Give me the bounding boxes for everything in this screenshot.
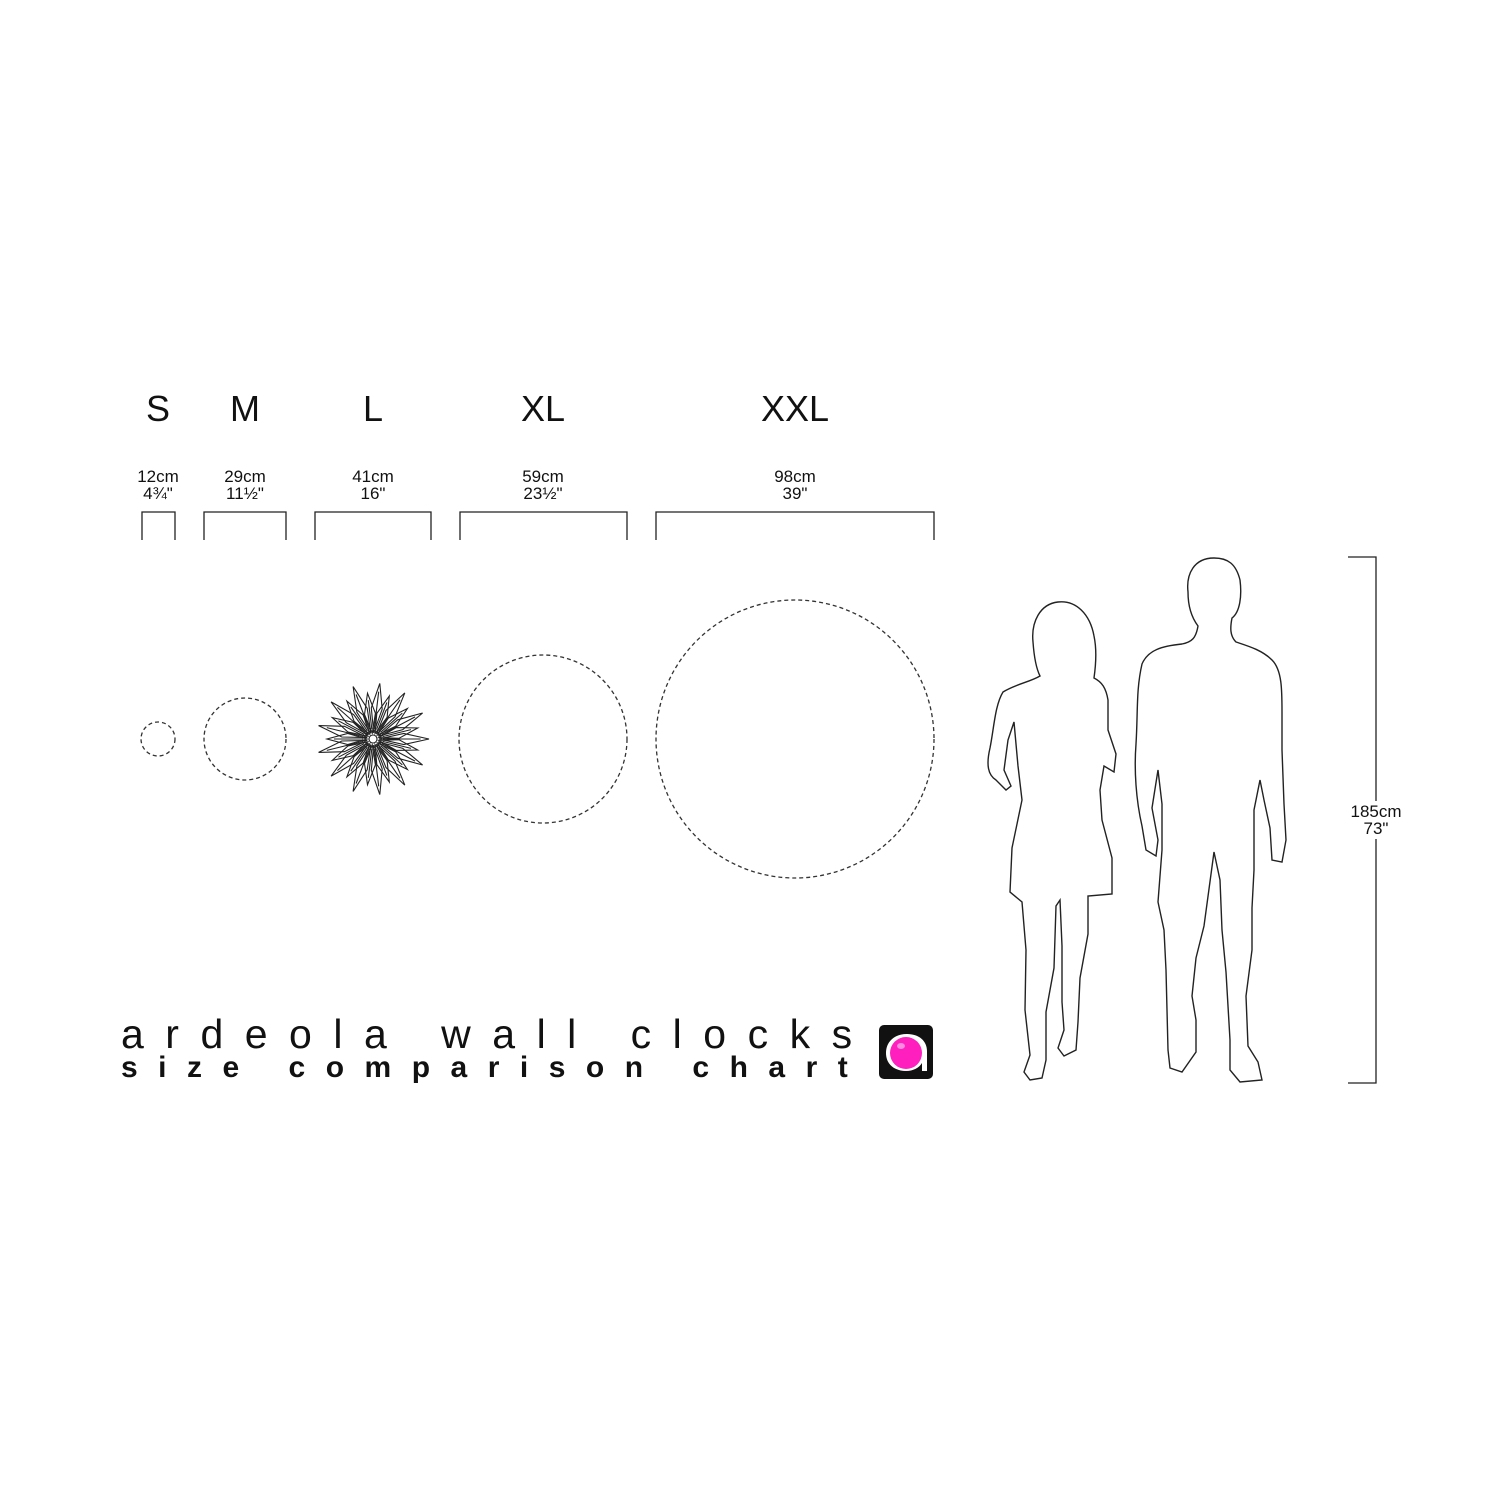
size-label-m: M (230, 388, 260, 429)
size-label-xl: XL (520, 388, 566, 429)
dimension-cm: 98cm (774, 467, 816, 486)
dimension-cm: 41cm (352, 467, 394, 486)
sunburst-petal (375, 692, 406, 735)
dimension-m: 29cm 11½" (224, 468, 266, 502)
sunburst-petal (352, 744, 372, 792)
sunburst-petal (370, 683, 383, 734)
sunburst-vein (350, 706, 368, 732)
clock-outline-m (203, 697, 287, 781)
height-cm: 185cm (1350, 802, 1402, 821)
sunburst-vein (381, 743, 416, 762)
dimension-s: 12cm 4¾" (137, 468, 179, 502)
sunburst-petal (345, 699, 371, 736)
sunburst-vein (338, 720, 365, 735)
size-label-xxl: XXL (760, 388, 830, 429)
bracket-xxl (655, 511, 935, 540)
dimension-in: 11½" (226, 484, 264, 503)
sunburst-petal (330, 742, 369, 777)
sunburst-petal (375, 707, 410, 737)
sunburst-clock-icon (318, 683, 430, 795)
sunburst-vein (355, 748, 371, 784)
sunburst-petal (375, 743, 406, 786)
sunburst-vein (326, 740, 364, 751)
sunburst-petal (330, 740, 370, 762)
dimension-xxl: 98cm 39" (774, 468, 816, 502)
sunburst-petal (377, 712, 423, 737)
dimension-in: 4¾" (143, 484, 173, 503)
sunburst-petal (345, 742, 371, 779)
sunburst-petal (376, 739, 420, 751)
sunburst-vein (367, 748, 373, 778)
dimension-in: 39" (782, 484, 808, 503)
sunburst-petal (352, 686, 372, 734)
clock-outline-s (140, 721, 176, 757)
man-silhouette-icon (1134, 557, 1287, 1083)
dimension-in: 16" (360, 484, 386, 503)
sunburst-vein (381, 716, 416, 735)
sunburst-vein (380, 712, 403, 733)
sunburst-petal (330, 701, 369, 736)
sunburst-petal (370, 744, 383, 795)
sunburst-vein (337, 745, 366, 772)
sunburst-petal (363, 691, 376, 735)
sunburst-vein (367, 700, 373, 730)
sunburst-petal (324, 732, 370, 746)
sunburst-petal (377, 741, 423, 766)
dimension-l: 41cm 16" (352, 468, 394, 502)
bracket-s (141, 511, 176, 540)
dimension-cm: 29cm (224, 467, 266, 486)
dimension-cm: 59cm (522, 467, 564, 486)
sunburst-vein (378, 699, 401, 732)
sunburst-vein (375, 702, 388, 730)
sunburst-center (368, 734, 378, 744)
chart-title: ardeola wall clocks (121, 1011, 874, 1057)
height-in: 73" (1363, 819, 1389, 838)
sunburst-vein (373, 748, 380, 787)
sunburst-vein (375, 748, 388, 776)
sunburst-petal (378, 732, 430, 746)
dimension-cm: 12cm (137, 467, 179, 486)
sunburst-petal (318, 725, 368, 739)
sunburst-vein (380, 745, 403, 766)
sunburst-vein (350, 746, 368, 772)
dimension-in: 23½" (523, 484, 563, 503)
sunburst-vein (382, 740, 412, 749)
dimension-xl: 59cm 23½" (522, 468, 564, 502)
brand-logo-icon (879, 1025, 933, 1079)
sunburst-vein (378, 746, 401, 779)
sunburst-vein (338, 743, 365, 758)
sunburst-vein (326, 727, 364, 738)
sunburst-petal (374, 742, 391, 784)
sunburst-petal (375, 741, 410, 771)
sunburst-vein (382, 729, 412, 738)
bracket-m (203, 511, 287, 540)
woman-silhouette-icon (987, 601, 1117, 1081)
clock-outline-xl (458, 654, 628, 824)
height-dimension: 185cm 73" (1350, 801, 1402, 839)
chart-subtitle: size comparison chart (121, 1051, 869, 1084)
bracket-xl (459, 511, 628, 540)
bracket-l (314, 511, 432, 540)
sunburst-petal (318, 739, 368, 753)
sunburst-petal (363, 743, 376, 787)
sunburst-vein (337, 706, 366, 733)
sunburst-petal (330, 716, 370, 738)
clock-outline-xxl (655, 599, 935, 879)
sunburst-vein (355, 694, 371, 730)
sunburst-petal (374, 694, 391, 736)
size-label-l: L (362, 388, 384, 429)
sunburst-vein (373, 691, 380, 730)
sunburst-petal (376, 727, 420, 739)
size-label-s: S (145, 388, 171, 429)
